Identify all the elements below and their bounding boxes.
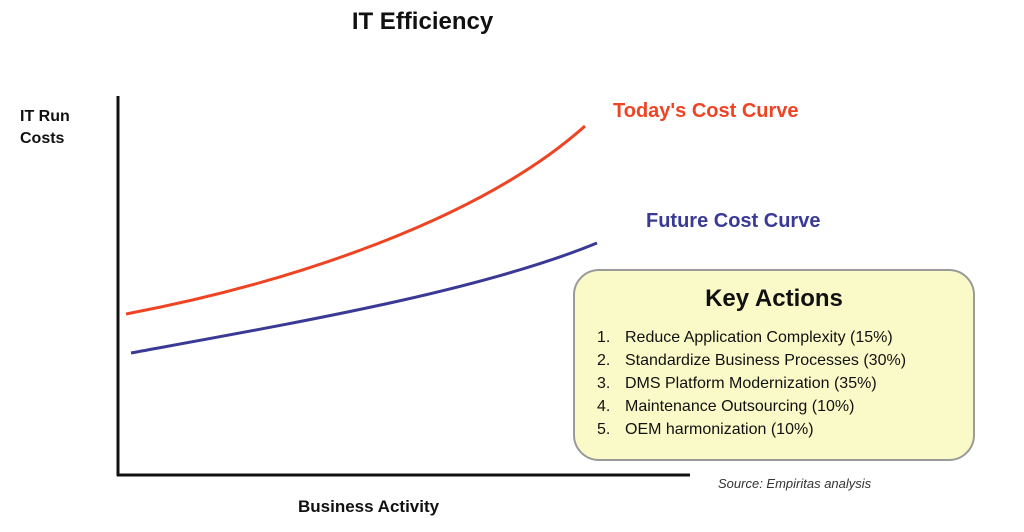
future-cost-curve	[130, 241, 598, 355]
key-action-number: 1.	[597, 329, 611, 346]
key-action-text: Reduce Application Complexity (15%)	[625, 329, 893, 346]
key-action-item: 4. Maintenance Outsourcing (10%)	[597, 395, 906, 418]
key-actions-list: 1. Reduce Application Complexity (15%) 2.…	[597, 326, 906, 441]
key-actions-box: Key Actions 1. Reduce Application Complex…	[573, 269, 975, 461]
key-actions-title: Key Actions	[705, 285, 843, 312]
key-action-number: 2.	[597, 352, 611, 369]
key-action-number: 5.	[597, 421, 611, 438]
key-action-number: 3.	[597, 375, 611, 392]
key-action-text: Standardize Business Processes (30%)	[625, 352, 907, 369]
key-action-text: OEM harmonization (10%)	[625, 421, 814, 438]
key-action-item: 1. Reduce Application Complexity (15%)	[597, 326, 906, 349]
key-action-item: 5. OEM harmonization (10%)	[597, 418, 906, 441]
future-cost-curve-label: Future Cost Curve	[646, 210, 821, 232]
today-cost-curve-label: Today's Cost Curve	[613, 100, 799, 122]
y-axis-label-line-2: Costs	[20, 130, 65, 147]
diagram-title: IT Efficiency	[351, 8, 494, 35]
y-axis-label-line-1: IT Run	[20, 108, 70, 125]
key-action-item: 3. DMS Platform Modernization (35%)	[597, 372, 906, 395]
y-axis-label: IT Run Costs	[20, 106, 70, 150]
key-action-item: 2. Standardize Business Processes (30%)	[597, 349, 906, 372]
key-action-text: DMS Platform Modernization (35%)	[625, 375, 877, 392]
x-axis-label: Business Activity	[298, 497, 440, 516]
source-note: Source: Empiritas analysis	[718, 476, 872, 491]
key-action-number: 4.	[597, 398, 611, 415]
today-cost-curve	[125, 124, 586, 316]
key-action-text: Maintenance Outsourcing (10%)	[625, 398, 855, 415]
